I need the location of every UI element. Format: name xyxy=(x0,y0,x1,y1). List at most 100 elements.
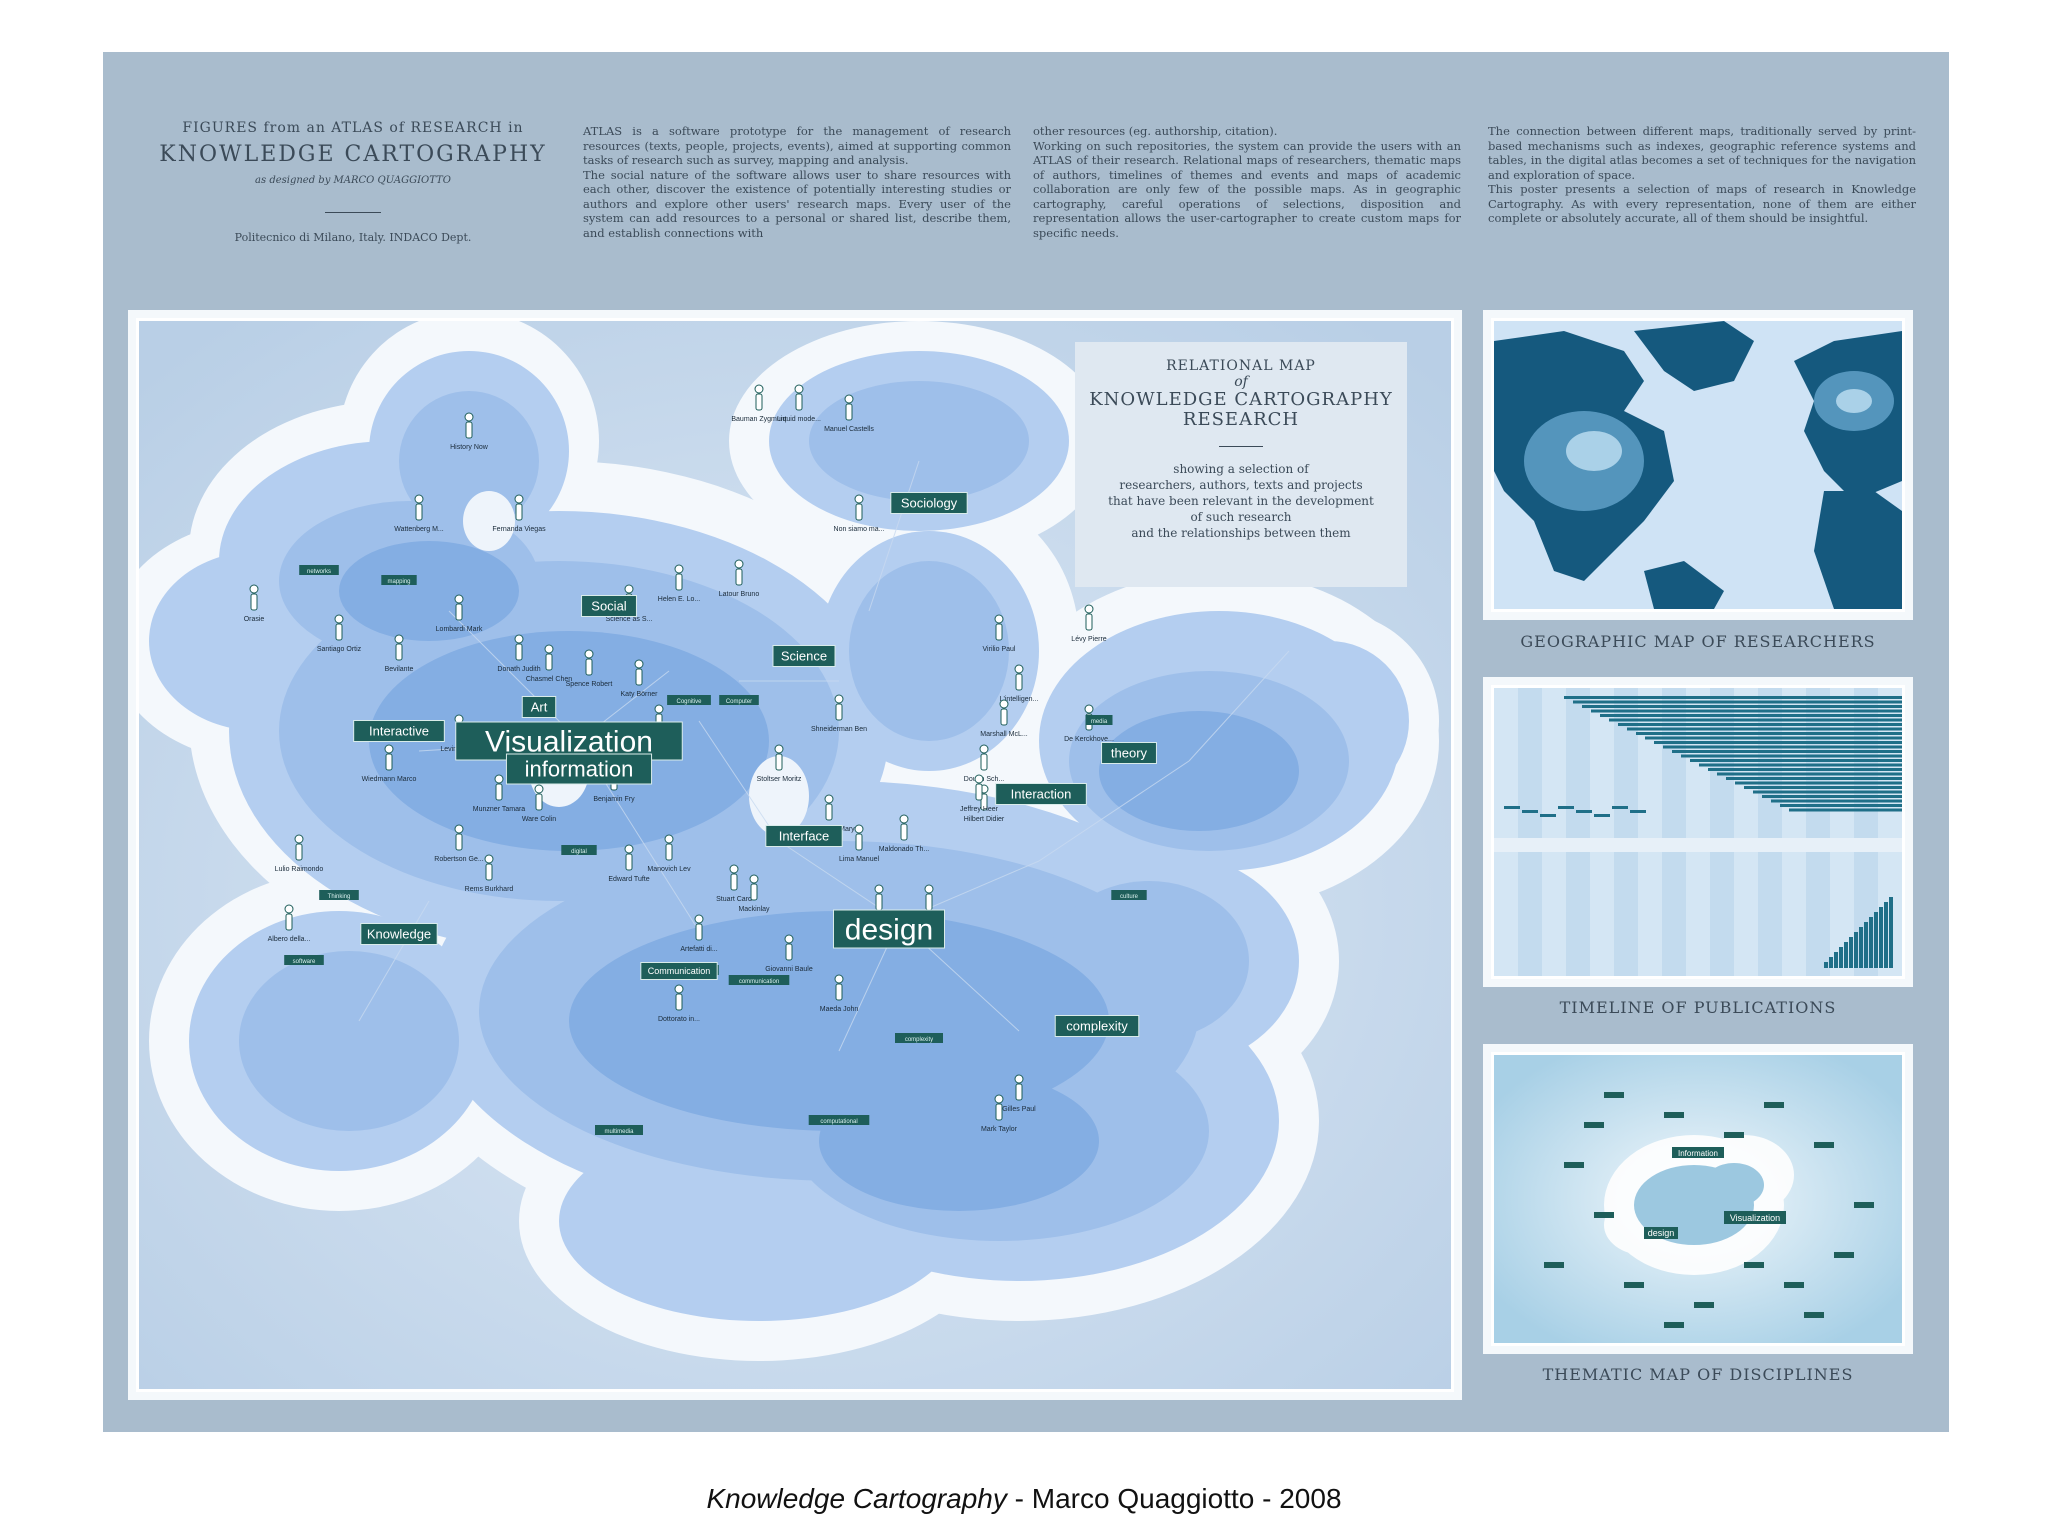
person-marker[interactable]: Dottorato in... xyxy=(658,984,700,1023)
small-tag[interactable]: multimedia xyxy=(595,1125,643,1135)
person-marker[interactable]: Mark Taylor xyxy=(981,1094,1018,1133)
person-icon xyxy=(754,384,764,394)
topic-label[interactable]: information xyxy=(505,753,653,785)
person-marker[interactable]: Bevilante xyxy=(385,634,414,673)
small-tag[interactable]: networks xyxy=(299,565,339,575)
person-marker[interactable]: Lima Manuel xyxy=(839,824,880,863)
person-marker[interactable]: Dough Sch... xyxy=(964,744,1005,783)
person-marker[interactable]: Jeffrey Heer xyxy=(960,774,999,813)
person-marker[interactable]: Robertson Ge... xyxy=(434,824,484,863)
person-marker[interactable]: L'intelligen... xyxy=(1000,664,1039,703)
person-marker[interactable]: Albero della... xyxy=(268,904,311,943)
person-marker[interactable]: Artefatti di... xyxy=(680,914,718,953)
person-icon xyxy=(454,594,464,604)
person-label: Orasie xyxy=(244,616,265,623)
map-title-line4: RESEARCH xyxy=(1182,409,1300,430)
person-marker[interactable]: Maeda John xyxy=(820,974,859,1013)
person-marker[interactable]: Spence Robert xyxy=(566,649,613,688)
small-tag[interactable]: media xyxy=(1085,715,1113,725)
person-marker[interactable]: Lévy Pierre xyxy=(1071,604,1107,643)
person-marker[interactable]: Liquid mode... xyxy=(777,384,821,423)
topic-label[interactable]: Social xyxy=(581,595,637,617)
topic-label[interactable]: Communication xyxy=(640,962,718,980)
person-marker[interactable]: Stoltser Moritz xyxy=(757,744,802,783)
thematic-label: Information xyxy=(1678,1149,1718,1158)
topic-label[interactable]: Science xyxy=(772,645,836,667)
person-icon xyxy=(534,784,544,794)
person-marker[interactable]: Gilles Paul xyxy=(1002,1074,1036,1113)
person-label: Chasmel Chen xyxy=(526,676,572,683)
person-marker[interactable]: Helen E. Lo... xyxy=(658,564,700,603)
person-marker[interactable]: Giovanni Baule xyxy=(765,934,813,973)
person-marker[interactable]: Katy Börner xyxy=(621,659,659,698)
topic-label[interactable]: Interface xyxy=(765,825,843,847)
person-marker[interactable]: Ware Colin xyxy=(522,784,556,823)
small-tag[interactable]: digital xyxy=(561,845,597,855)
person-marker[interactable]: Non siamo ma... xyxy=(834,494,885,533)
person-marker[interactable]: History Now xyxy=(450,412,489,451)
small-tag[interactable]: culture xyxy=(1111,890,1147,900)
person-marker[interactable]: Stuart Card xyxy=(716,864,752,903)
person-icon xyxy=(899,814,909,824)
topic-text: Interactive xyxy=(369,724,429,739)
person-marker[interactable]: Edward Tufte xyxy=(608,844,650,883)
small-tag[interactable]: Cognitive xyxy=(667,695,711,705)
person-icon xyxy=(584,649,594,659)
topic-label[interactable]: Interactive xyxy=(353,720,445,742)
small-tag[interactable]: computational xyxy=(808,1115,870,1125)
person-marker[interactable]: Mackinlay xyxy=(738,874,770,913)
small-tag[interactable]: mapping xyxy=(381,575,417,585)
person-icon xyxy=(654,704,664,714)
topic-label[interactable]: Knowledge xyxy=(360,923,438,945)
person-marker[interactable]: Rems Burkhard xyxy=(465,854,514,893)
person-marker[interactable]: Orasie xyxy=(244,584,265,623)
topic-label[interactable]: theory xyxy=(1101,742,1157,764)
person-icon xyxy=(634,659,644,669)
person-marker[interactable]: Manuel Castells xyxy=(824,394,874,433)
person-marker[interactable]: Lulio Raimondo xyxy=(275,834,324,873)
timeline-svg xyxy=(1494,688,1902,976)
person-marker[interactable]: Wiedmann Marco xyxy=(362,744,417,783)
person-label: Lombardi Mark xyxy=(436,626,483,633)
person-label: Manovich Lev xyxy=(647,866,691,873)
person-marker[interactable]: Fernanda Viegas xyxy=(492,494,546,533)
person-marker[interactable]: Latour Bruno xyxy=(719,559,760,598)
person-icon xyxy=(834,974,844,984)
person-marker[interactable]: Chasmel Chen xyxy=(526,644,572,683)
person-label: Bevilante xyxy=(385,666,414,673)
person-icon xyxy=(794,384,804,394)
person-icon xyxy=(484,854,494,864)
person-label: Artefatti di... xyxy=(680,946,717,953)
person-icon xyxy=(454,824,464,834)
footer-caption: Knowledge Cartography - Marco Quaggiotto… xyxy=(0,1483,2048,1515)
poster-designer: as designed by MARCO QUAGGIOTTO xyxy=(255,175,451,186)
person-marker[interactable]: Bauman Zygmunt xyxy=(731,384,787,423)
person-marker[interactable]: Munzner Tamara xyxy=(473,774,526,813)
person-marker[interactable]: Virilio Paul xyxy=(983,614,1016,653)
topic-label[interactable]: Art xyxy=(521,696,557,718)
person-icon xyxy=(834,694,844,704)
person-label: L'intelligen... xyxy=(1000,696,1039,703)
person-marker[interactable]: Manovich Lev xyxy=(647,834,691,873)
person-marker[interactable]: Lombardi Mark xyxy=(436,594,483,633)
topic-label[interactable]: complexity xyxy=(1054,1015,1140,1037)
person-icon xyxy=(334,614,344,624)
small-tag[interactable]: software xyxy=(284,955,324,965)
person-marker[interactable]: Santiago Ortiz xyxy=(317,614,362,653)
person-icon xyxy=(284,904,294,914)
small-tag[interactable]: Computer xyxy=(719,695,759,705)
small-tag[interactable]: Thinking xyxy=(319,890,359,900)
small-tag[interactable]: communication xyxy=(728,975,790,985)
person-marker[interactable]: Donath Judith xyxy=(497,634,541,673)
small-tag[interactable]: complexity xyxy=(895,1033,943,1043)
topic-label[interactable]: Sociology xyxy=(890,492,968,514)
person-marker[interactable]: Shneiderman Ben xyxy=(811,694,867,733)
person-icon xyxy=(249,584,259,594)
person-marker[interactable]: Maldonado Th... xyxy=(879,814,930,853)
person-marker[interactable]: Wattenberg M... xyxy=(394,494,444,533)
person-marker[interactable]: Marshall McL... xyxy=(980,699,1028,738)
person-label: Lima Manuel xyxy=(839,856,880,863)
topic-label[interactable]: design xyxy=(833,909,945,949)
topic-label[interactable]: Interaction xyxy=(995,783,1087,805)
person-icon xyxy=(624,844,634,854)
